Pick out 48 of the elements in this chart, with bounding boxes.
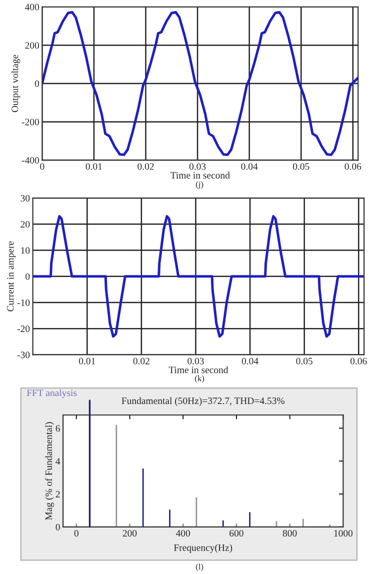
- x-axis-title: Frequency(Hz): [174, 544, 232, 553]
- x-tick-label: 0.06: [350, 358, 367, 364]
- chart-subtitle: Fundamental (50Hz)=372.7, THD=4.53%: [122, 397, 284, 406]
- y-tick-label: 2: [56, 490, 60, 498]
- x-tick-label: 0.03: [188, 358, 204, 364]
- x-tick-label: 0.06: [344, 163, 362, 170]
- y-axis-title: Output voltage: [11, 54, 20, 112]
- line-series: [42, 11, 358, 156]
- y-tick-label: 10: [21, 247, 30, 254]
- y-tick-label: -20: [17, 326, 30, 332]
- text: (k): [195, 375, 204, 383]
- x-tick-label: 0.04: [242, 358, 258, 364]
- x-tick-label: 0.02: [133, 358, 150, 364]
- y-tick-label: 200: [25, 42, 39, 49]
- x-tick-label: 400: [176, 530, 190, 537]
- text: (j): [196, 181, 204, 189]
- y-tick-label: 6: [56, 425, 60, 432]
- y-axis-title: Mag (% of Fundamental): [45, 422, 54, 520]
- x-tick-label: 0.01: [86, 163, 102, 170]
- y-tick-label: -10: [17, 299, 30, 306]
- y-tick-label: 30: [20, 194, 30, 202]
- y-tick-label: -30: [17, 352, 30, 358]
- x-tick-label: 0.01: [78, 358, 96, 364]
- y-tick-label: 20: [20, 221, 30, 228]
- x-tick-label: 0.04: [241, 163, 258, 170]
- y-tick-label: 400: [24, 4, 39, 10]
- x-tick-label: 1000: [334, 530, 353, 537]
- x-tick-label: 0: [40, 163, 44, 170]
- y-tick-label: 4: [56, 458, 60, 464]
- chart-title: FFT analysis: [26, 389, 77, 398]
- y-axis-title: Current in ampere: [7, 241, 16, 312]
- y-tick-label: 0: [56, 524, 60, 530]
- line-series: [32, 215, 364, 338]
- text: (l): [196, 564, 204, 572]
- x-tick-label: 0: [74, 530, 78, 537]
- x-tick-label: 800: [282, 530, 297, 537]
- x-tick-label: 0.02: [138, 163, 154, 170]
- y-tick-label: -200: [22, 118, 39, 126]
- y-tick-label: 0: [26, 273, 30, 280]
- y-tick-label: 0: [34, 80, 39, 87]
- x-tick-label: 600: [230, 530, 244, 537]
- x-tick-label: 0.05: [292, 163, 310, 170]
- x-axis-title: Time in second: [168, 366, 228, 374]
- y-tick-label: -400: [22, 157, 39, 164]
- x-tick-label: 0.05: [296, 358, 312, 364]
- x-tick-label: 0.03: [189, 163, 206, 170]
- x-axis-title: Time in second: [170, 172, 230, 179]
- x-tick-label: 200: [122, 530, 137, 537]
